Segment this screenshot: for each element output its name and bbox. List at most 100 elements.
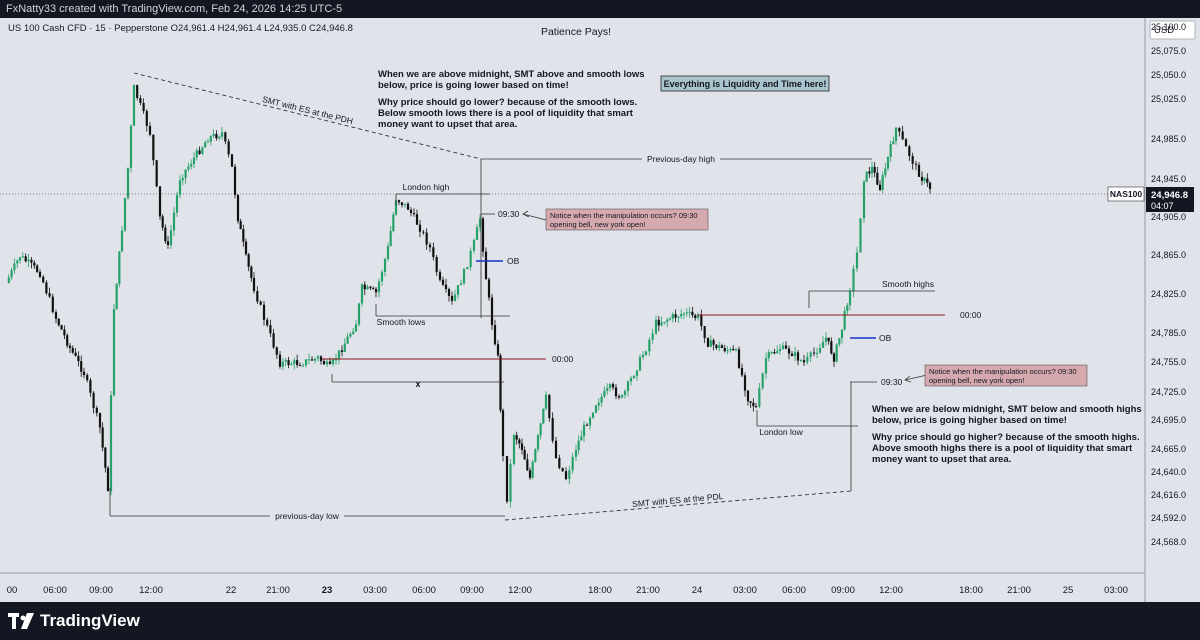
candle-body — [539, 423, 542, 436]
candle-body — [115, 283, 118, 310]
candle-body — [86, 374, 89, 381]
candle-body — [120, 230, 124, 252]
currency-button[interactable] — [1149, 20, 1196, 40]
candle-body — [406, 203, 410, 210]
smt-pdl-trendline — [504, 490, 852, 521]
candle-body — [594, 405, 598, 413]
candle-body — [668, 318, 672, 320]
candle-body — [520, 443, 524, 451]
candle-body — [148, 125, 152, 135]
candle-body — [354, 324, 358, 332]
candle-body — [873, 166, 876, 173]
candle-body — [657, 319, 660, 326]
candle-body — [544, 394, 548, 409]
candle-body — [360, 284, 364, 304]
chart-title: Patience Pays! — [541, 26, 611, 38]
tradingview-logo[interactable]: TradingView — [8, 610, 140, 632]
candle-body — [409, 209, 413, 213]
candle-body — [608, 384, 612, 389]
candle-body — [466, 266, 469, 270]
candle-body — [770, 351, 773, 353]
candle-body — [158, 186, 162, 217]
price-tick-label: 24,725.0 — [1151, 387, 1186, 397]
candle-body — [400, 202, 404, 206]
candle-body — [262, 304, 266, 320]
candle-body — [787, 348, 791, 354]
candle-body — [561, 467, 564, 472]
price-tick-label: 24,568.0 — [1151, 537, 1186, 547]
candle-body — [30, 259, 33, 263]
candle-body — [824, 337, 828, 342]
candle-body — [651, 333, 654, 340]
candle-body — [346, 336, 349, 344]
candle-body — [674, 314, 677, 318]
pdh-label-bg — [642, 153, 720, 165]
candle-body — [876, 172, 879, 185]
candle-body — [886, 156, 890, 169]
candle-body — [574, 450, 578, 457]
nyopen-label-2: 09:30 — [881, 377, 903, 387]
manipulation-arrow-2 — [904, 374, 928, 381]
candle-body — [106, 467, 110, 492]
candle-body — [412, 212, 416, 215]
candle-body — [892, 141, 895, 145]
top-note: When we are above midnight, SMT above an… — [378, 69, 645, 130]
candle-body — [635, 370, 639, 376]
candle-body — [790, 353, 794, 357]
candle-body — [571, 456, 574, 471]
candle-body — [671, 314, 674, 319]
candle-body — [764, 358, 768, 374]
candle-body — [164, 227, 167, 242]
tradingview-brand: TradingView — [40, 611, 140, 630]
candle-body — [10, 270, 13, 278]
candle-body — [832, 353, 836, 362]
price-axis[interactable]: 25,100.0 25,075.0 25,050.0 25,025.0 24,985.0… — [1151, 22, 1186, 547]
candle-body — [531, 461, 534, 478]
candle-body — [663, 322, 666, 324]
manipulation-arrowhead-2 — [904, 375, 912, 383]
time-axis[interactable]: 00 06:00 09:00 12:00 22 21:00 23 03:00 06:00 09:0… — [7, 585, 1128, 596]
candle-body — [307, 359, 311, 361]
candle-body — [846, 305, 849, 312]
candle-body — [499, 355, 502, 411]
candle-body — [7, 277, 10, 283]
candle-body — [447, 289, 451, 296]
top-note-line: money want to upset that area. — [378, 119, 517, 130]
candle-body — [582, 424, 586, 437]
time-tick-label: 18:00 — [588, 585, 612, 596]
candle-body — [904, 139, 908, 147]
chart-area[interactable]: US 100 Cash CFD · 15 · Pepperstone O24,9… — [0, 18, 1200, 602]
candle-body — [132, 85, 136, 126]
candle-body — [322, 361, 326, 365]
ob-label-1: OB — [507, 256, 520, 266]
candle-body — [591, 412, 595, 418]
candle-body — [209, 136, 212, 142]
candle-body — [310, 359, 314, 361]
candle-body — [18, 257, 22, 261]
candle-body — [776, 351, 779, 354]
candle-body — [784, 345, 788, 349]
candle-body — [923, 178, 926, 181]
candle-body — [518, 439, 521, 444]
candle-body — [611, 384, 615, 388]
price-tick-label: 24,825.0 — [1151, 289, 1186, 299]
candle-body — [33, 262, 36, 266]
manipulation-box-2-line-2: opening bell, new york open! — [929, 376, 1024, 385]
manipulation-arrowhead-1 — [522, 210, 530, 218]
candle-body — [577, 440, 580, 451]
candle-body — [696, 315, 700, 318]
candle-body — [509, 464, 512, 502]
candle-body — [386, 246, 390, 259]
candle-body — [481, 218, 485, 252]
candle-body — [815, 352, 819, 354]
candle-body — [928, 182, 932, 190]
candle-body — [389, 231, 392, 247]
symbol-line: US 100 Cash CFD · 15 · Pepperstone O24,9… — [8, 23, 353, 34]
candle-body — [334, 359, 338, 361]
candle-body — [740, 367, 744, 376]
candle-body — [746, 390, 750, 402]
price-tick-label: 24,785.0 — [1151, 328, 1186, 338]
candle-body — [319, 356, 323, 362]
candle-body — [394, 200, 398, 215]
price-chart[interactable]: US 100 Cash CFD · 15 · Pepperstone O24,9… — [0, 18, 1200, 602]
